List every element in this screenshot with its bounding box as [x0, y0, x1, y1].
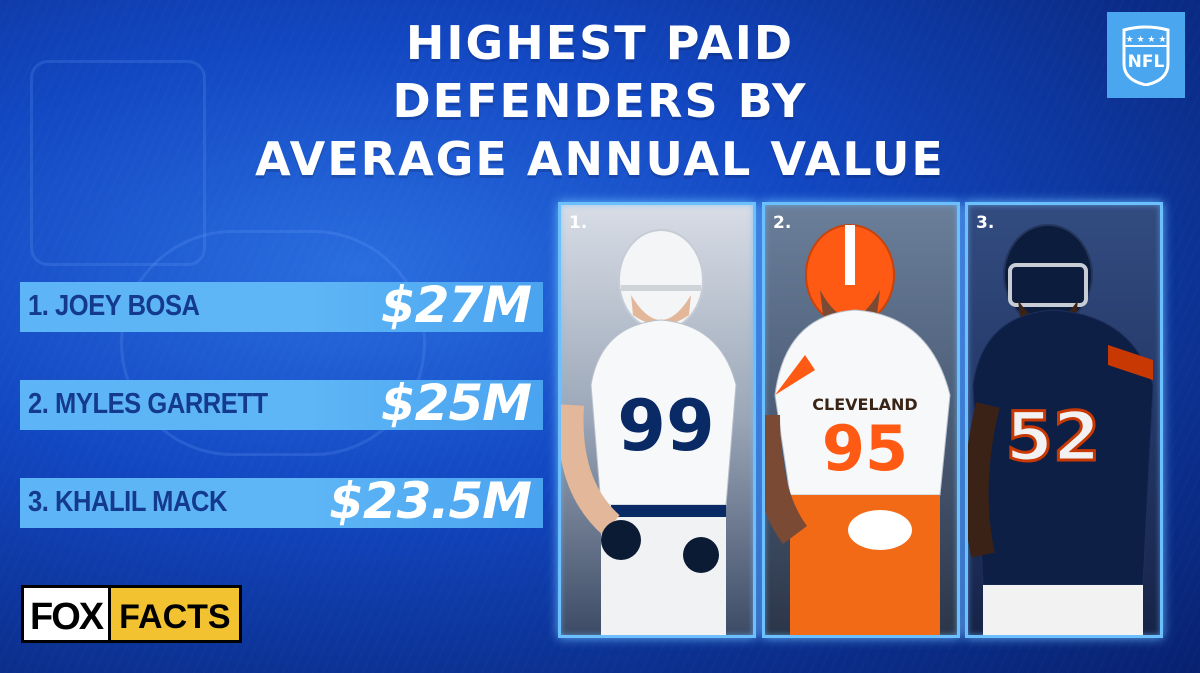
contract-value: $27M	[380, 276, 532, 334]
svg-text:95: 95	[822, 412, 908, 485]
player-photo-3: 52 3.	[965, 202, 1163, 638]
player-photo-2: CLEVELAND 95 2.	[762, 202, 960, 638]
facts-logo-text: FACTS	[111, 585, 242, 643]
ranking-row-2: 2. MYLES GARRETT $25M	[20, 374, 543, 432]
title-line-1: HIGHEST PAID	[405, 16, 795, 70]
player-figure: 52	[968, 224, 1154, 635]
background-shape	[120, 230, 426, 456]
title-line-2: DEFENDERS BY	[392, 74, 808, 128]
svg-text:99: 99	[617, 385, 714, 467]
nfl-logo: ★ ★ ★ ★ NFL	[1107, 12, 1185, 98]
svg-text:CLEVELAND: CLEVELAND	[812, 395, 917, 414]
player-name: 2. MYLES GARRETT	[28, 388, 268, 420]
photo-rank-label: 2.	[773, 213, 792, 233]
ranking-row-1: 1. JOEY BOSA $27M	[20, 276, 543, 334]
contract-value: $23.5M	[329, 472, 532, 530]
fox-logo-text: FOX	[21, 585, 112, 643]
player-figure: CLEVELAND 95	[765, 224, 951, 635]
photo-rank-label: 3.	[976, 213, 995, 233]
page-title: HIGHEST PAID DEFENDERS BY AVERAGE ANNUAL…	[60, 14, 1140, 188]
svg-text:★ ★ ★ ★: ★ ★ ★ ★	[1126, 35, 1167, 45]
ranking-row-3: 3. KHALIL MACK $23.5M	[20, 472, 543, 530]
svg-text:52: 52	[1006, 398, 1101, 477]
nfl-shield-icon: ★ ★ ★ ★	[1122, 25, 1170, 86]
fox-facts-logo: FOX FACTS	[21, 585, 242, 643]
background-shape	[30, 60, 206, 266]
nfl-logo-text: NFL	[1127, 52, 1165, 72]
player-photo-1: 99 1.	[558, 202, 756, 638]
contract-value: $25M	[380, 374, 532, 432]
player-name: 1. JOEY BOSA	[28, 290, 200, 322]
photo-rank-label: 1.	[569, 213, 588, 233]
player-name: 3. KHALIL MACK	[28, 486, 227, 518]
player-figure: 99	[561, 229, 737, 635]
title-line-3: AVERAGE ANNUAL VALUE	[255, 132, 945, 186]
